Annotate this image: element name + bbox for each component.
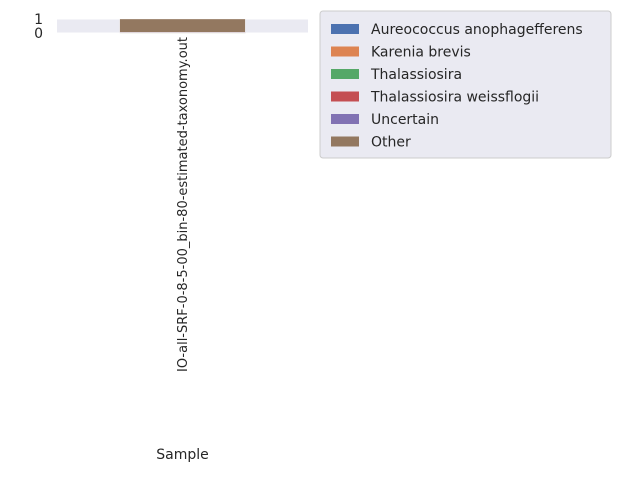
legend-label: Uncertain: [371, 112, 439, 128]
y-tick-label: 1: [34, 12, 43, 28]
x-tick-label: IO-all-SRF-0-8-5-00_bin-80-estimated-tax…: [176, 37, 191, 372]
legend-box: [319, 10, 612, 159]
legend-swatch: [331, 24, 359, 34]
y-tick-labels: 01: [34, 12, 43, 42]
legend: Aureococcus anophagefferens Karenia brevi…: [319, 10, 612, 159]
legend-swatch: [331, 114, 359, 124]
legend-swatch: [331, 46, 359, 57]
legend-swatch: [331, 69, 359, 79]
legend-label: Aureococcus anophagefferens: [371, 22, 583, 38]
legend-label: Thalassiosira weissflogii: [370, 90, 539, 106]
legend-label: Karenia brevis: [371, 45, 471, 61]
y-tick-label: 0: [34, 26, 43, 42]
legend-label: Other: [371, 135, 411, 151]
legend-swatch: [331, 91, 359, 102]
legend-swatch: [331, 136, 359, 147]
bar-segment-other: [119, 18, 246, 33]
bars: [119, 18, 246, 34]
legend-label: Thalassiosira: [370, 67, 462, 83]
x-axis-label: Sample: [156, 447, 209, 463]
